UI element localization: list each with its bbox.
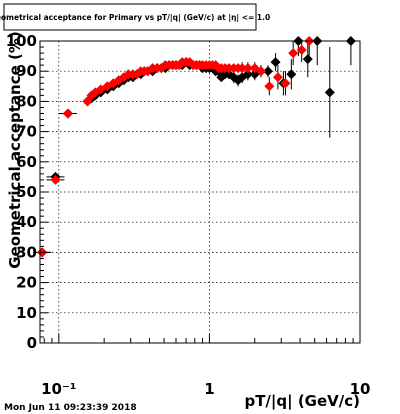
- red-data-point: [237, 63, 248, 74]
- grid-lines: [40, 41, 360, 343]
- red-data-point: [50, 174, 61, 185]
- timestamp-footer: Mon Jun 11 09:23:39 2018: [4, 403, 137, 413]
- chart-title-box: Geometrical acceptance for Primary vs pT…: [0, 3, 270, 31]
- red-data-point: [296, 45, 307, 56]
- black-data-point: [242, 69, 253, 80]
- black-data-point: [324, 87, 335, 98]
- y-tick-label: 80: [16, 92, 37, 110]
- y-tick-label: 50: [16, 183, 37, 201]
- x-tick-labels: 10⁻¹ 1 10: [41, 380, 370, 398]
- y-tick-label: 30: [16, 243, 37, 261]
- red-data-point: [242, 63, 253, 74]
- black-data-point: [302, 54, 313, 65]
- red-data-point: [264, 81, 275, 92]
- chart-title: Geometrical acceptance for Primary vs pT…: [0, 13, 270, 23]
- x-tick-label: 10⁻¹: [41, 380, 76, 398]
- red-data-point: [272, 72, 283, 83]
- red-data-point: [255, 66, 266, 77]
- axis-ticks: [40, 40, 361, 344]
- x-tick-label: 10: [350, 380, 371, 398]
- y-tick-labels: 0 10 20 30 40 50 60 70 80 90 100: [6, 32, 37, 352]
- black-data-point: [263, 66, 274, 77]
- y-tick-label: 40: [16, 213, 37, 231]
- y-tick-label: 60: [16, 153, 37, 171]
- x-axis-label: pT/|q| (GeV/c): [244, 392, 360, 411]
- y-axis-label: Geometrical acceptance (%): [6, 31, 24, 269]
- red-data-point: [280, 78, 291, 89]
- black-data-point: [270, 57, 281, 68]
- x-tick-label: 1: [204, 380, 214, 398]
- title-box-frame: [3, 3, 257, 31]
- red-data-point: [174, 60, 185, 71]
- data-points: [37, 36, 356, 258]
- red-data-point: [288, 48, 299, 59]
- y-tick-label: 100: [6, 32, 37, 50]
- y-tick-label: 70: [16, 123, 37, 141]
- y-tick-label: 10: [16, 304, 37, 322]
- red-data-point: [82, 96, 93, 107]
- black-data-point: [286, 69, 297, 80]
- y-tick-label: 20: [16, 274, 37, 292]
- y-tick-label: 90: [16, 62, 37, 80]
- red-data-point: [62, 108, 73, 119]
- y-tick-label: 0: [27, 334, 37, 352]
